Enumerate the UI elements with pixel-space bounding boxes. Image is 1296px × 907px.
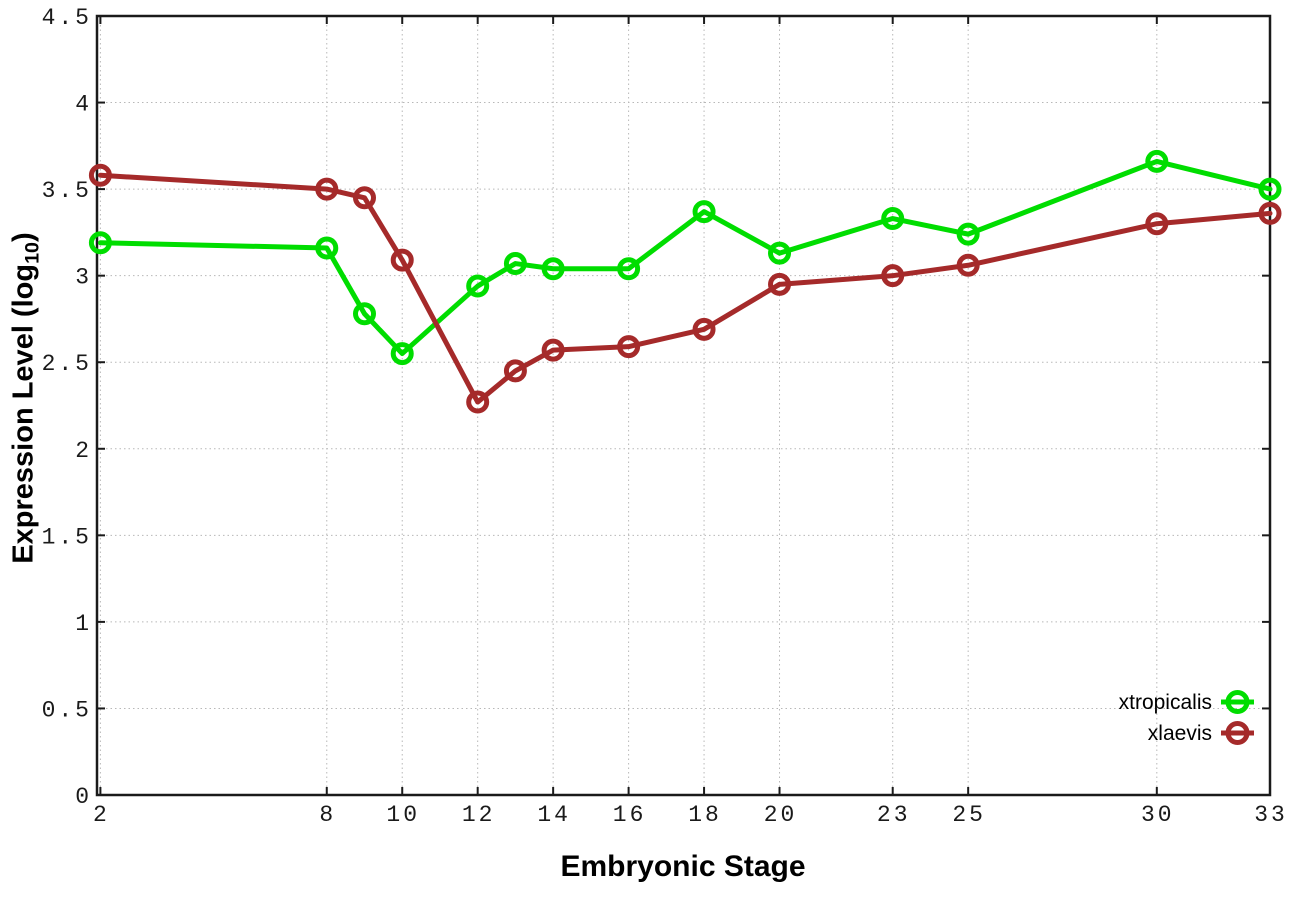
data-point-marker: [692, 317, 716, 341]
data-point-marker: [881, 264, 905, 288]
y-tick-label: 3.5: [42, 178, 92, 204]
x-tick-labels: 2 8 10 12 14 16 18 20 23 25 30 33: [93, 802, 1288, 828]
data-point-marker: [390, 248, 414, 272]
x-tick-label: 33: [1254, 802, 1288, 828]
series-line-xtropicalis: [97, 158, 1273, 357]
data-point-marker: [466, 274, 490, 298]
data-point-marker: [315, 177, 339, 201]
x-tick-label: 14: [537, 802, 571, 828]
data-point-marker: [352, 186, 376, 210]
data-point-marker: [692, 200, 716, 224]
data-point-marker: [1258, 201, 1282, 225]
data-point-marker: [956, 253, 980, 277]
x-tick-label: 10: [386, 802, 420, 828]
legend-entry: xlaevis: [1148, 721, 1254, 745]
y-tick-labels: 0 0.5 1 1.5 2 2.5 3 3.5 4 4.5: [42, 5, 92, 810]
y-tick-label: 1.5: [42, 524, 92, 550]
y-tick-label: 0: [75, 784, 92, 810]
legend-label: xtropicalis: [1119, 691, 1212, 714]
series-markers-xtropicalis: [88, 149, 1282, 366]
series-markers-xlaevis: [88, 163, 1282, 414]
x-tick-label: 18: [688, 802, 722, 828]
tick-marks: [97, 15, 1271, 796]
legend-marker-icon: [1225, 721, 1250, 745]
x-axis-title: Embryonic Stage: [560, 850, 806, 883]
x-tick-label: 12: [462, 802, 496, 828]
x-tick-label: 8: [319, 802, 336, 828]
y-axis-title-subscript: 10: [21, 241, 44, 264]
data-point-marker: [503, 359, 527, 383]
y-tick-label: 2: [75, 438, 92, 464]
legend-label: xlaevis: [1148, 722, 1212, 745]
data-point-marker: [768, 241, 792, 265]
series-line-xlaevis: [97, 172, 1273, 405]
data-point-marker: [503, 252, 527, 276]
data-point-marker: [1145, 212, 1169, 236]
y-axis-title: Expression Level (log10): [8, 232, 45, 563]
data-point-marker: [466, 390, 490, 414]
data-point-marker: [956, 222, 980, 246]
data-point-marker: [88, 163, 112, 187]
grid: [97, 16, 1271, 795]
x-tick-label: 23: [877, 802, 911, 828]
data-point-marker: [617, 335, 641, 359]
data-point-marker: [390, 342, 414, 366]
y-tick-label: 2.5: [42, 351, 92, 377]
data-point-marker: [1145, 149, 1169, 173]
data-point-marker: [881, 207, 905, 231]
data-point-marker: [768, 272, 792, 296]
x-tick-label: 25: [952, 802, 986, 828]
y-tick-label: 4: [75, 92, 92, 118]
data-point-marker: [352, 302, 376, 326]
y-axis-title-suffix: ): [7, 232, 40, 242]
data-point-marker: [541, 257, 565, 281]
data-point-marker: [315, 236, 339, 260]
x-tick-label: 20: [764, 802, 798, 828]
legend-entry: xtropicalis: [1119, 690, 1254, 714]
data-point-marker: [617, 257, 641, 281]
x-tick-label: 2: [93, 802, 110, 828]
y-axis-title-text: Expression Level (log: [7, 263, 40, 564]
data-point-marker: [541, 338, 565, 362]
y-tick-label: 0.5: [42, 697, 92, 723]
legend-marker-icon: [1225, 690, 1250, 714]
data-point-marker: [88, 231, 112, 255]
y-tick-label: 1: [75, 611, 92, 637]
y-tick-label: 3: [75, 265, 92, 291]
plot-border: [95, 14, 1272, 797]
x-tick-label: 30: [1141, 802, 1175, 828]
legend: xtropicalis xlaevis: [1119, 690, 1254, 745]
data-point-marker: [1258, 177, 1282, 201]
y-tick-label: 4.5: [42, 5, 92, 31]
x-tick-label: 16: [613, 802, 647, 828]
